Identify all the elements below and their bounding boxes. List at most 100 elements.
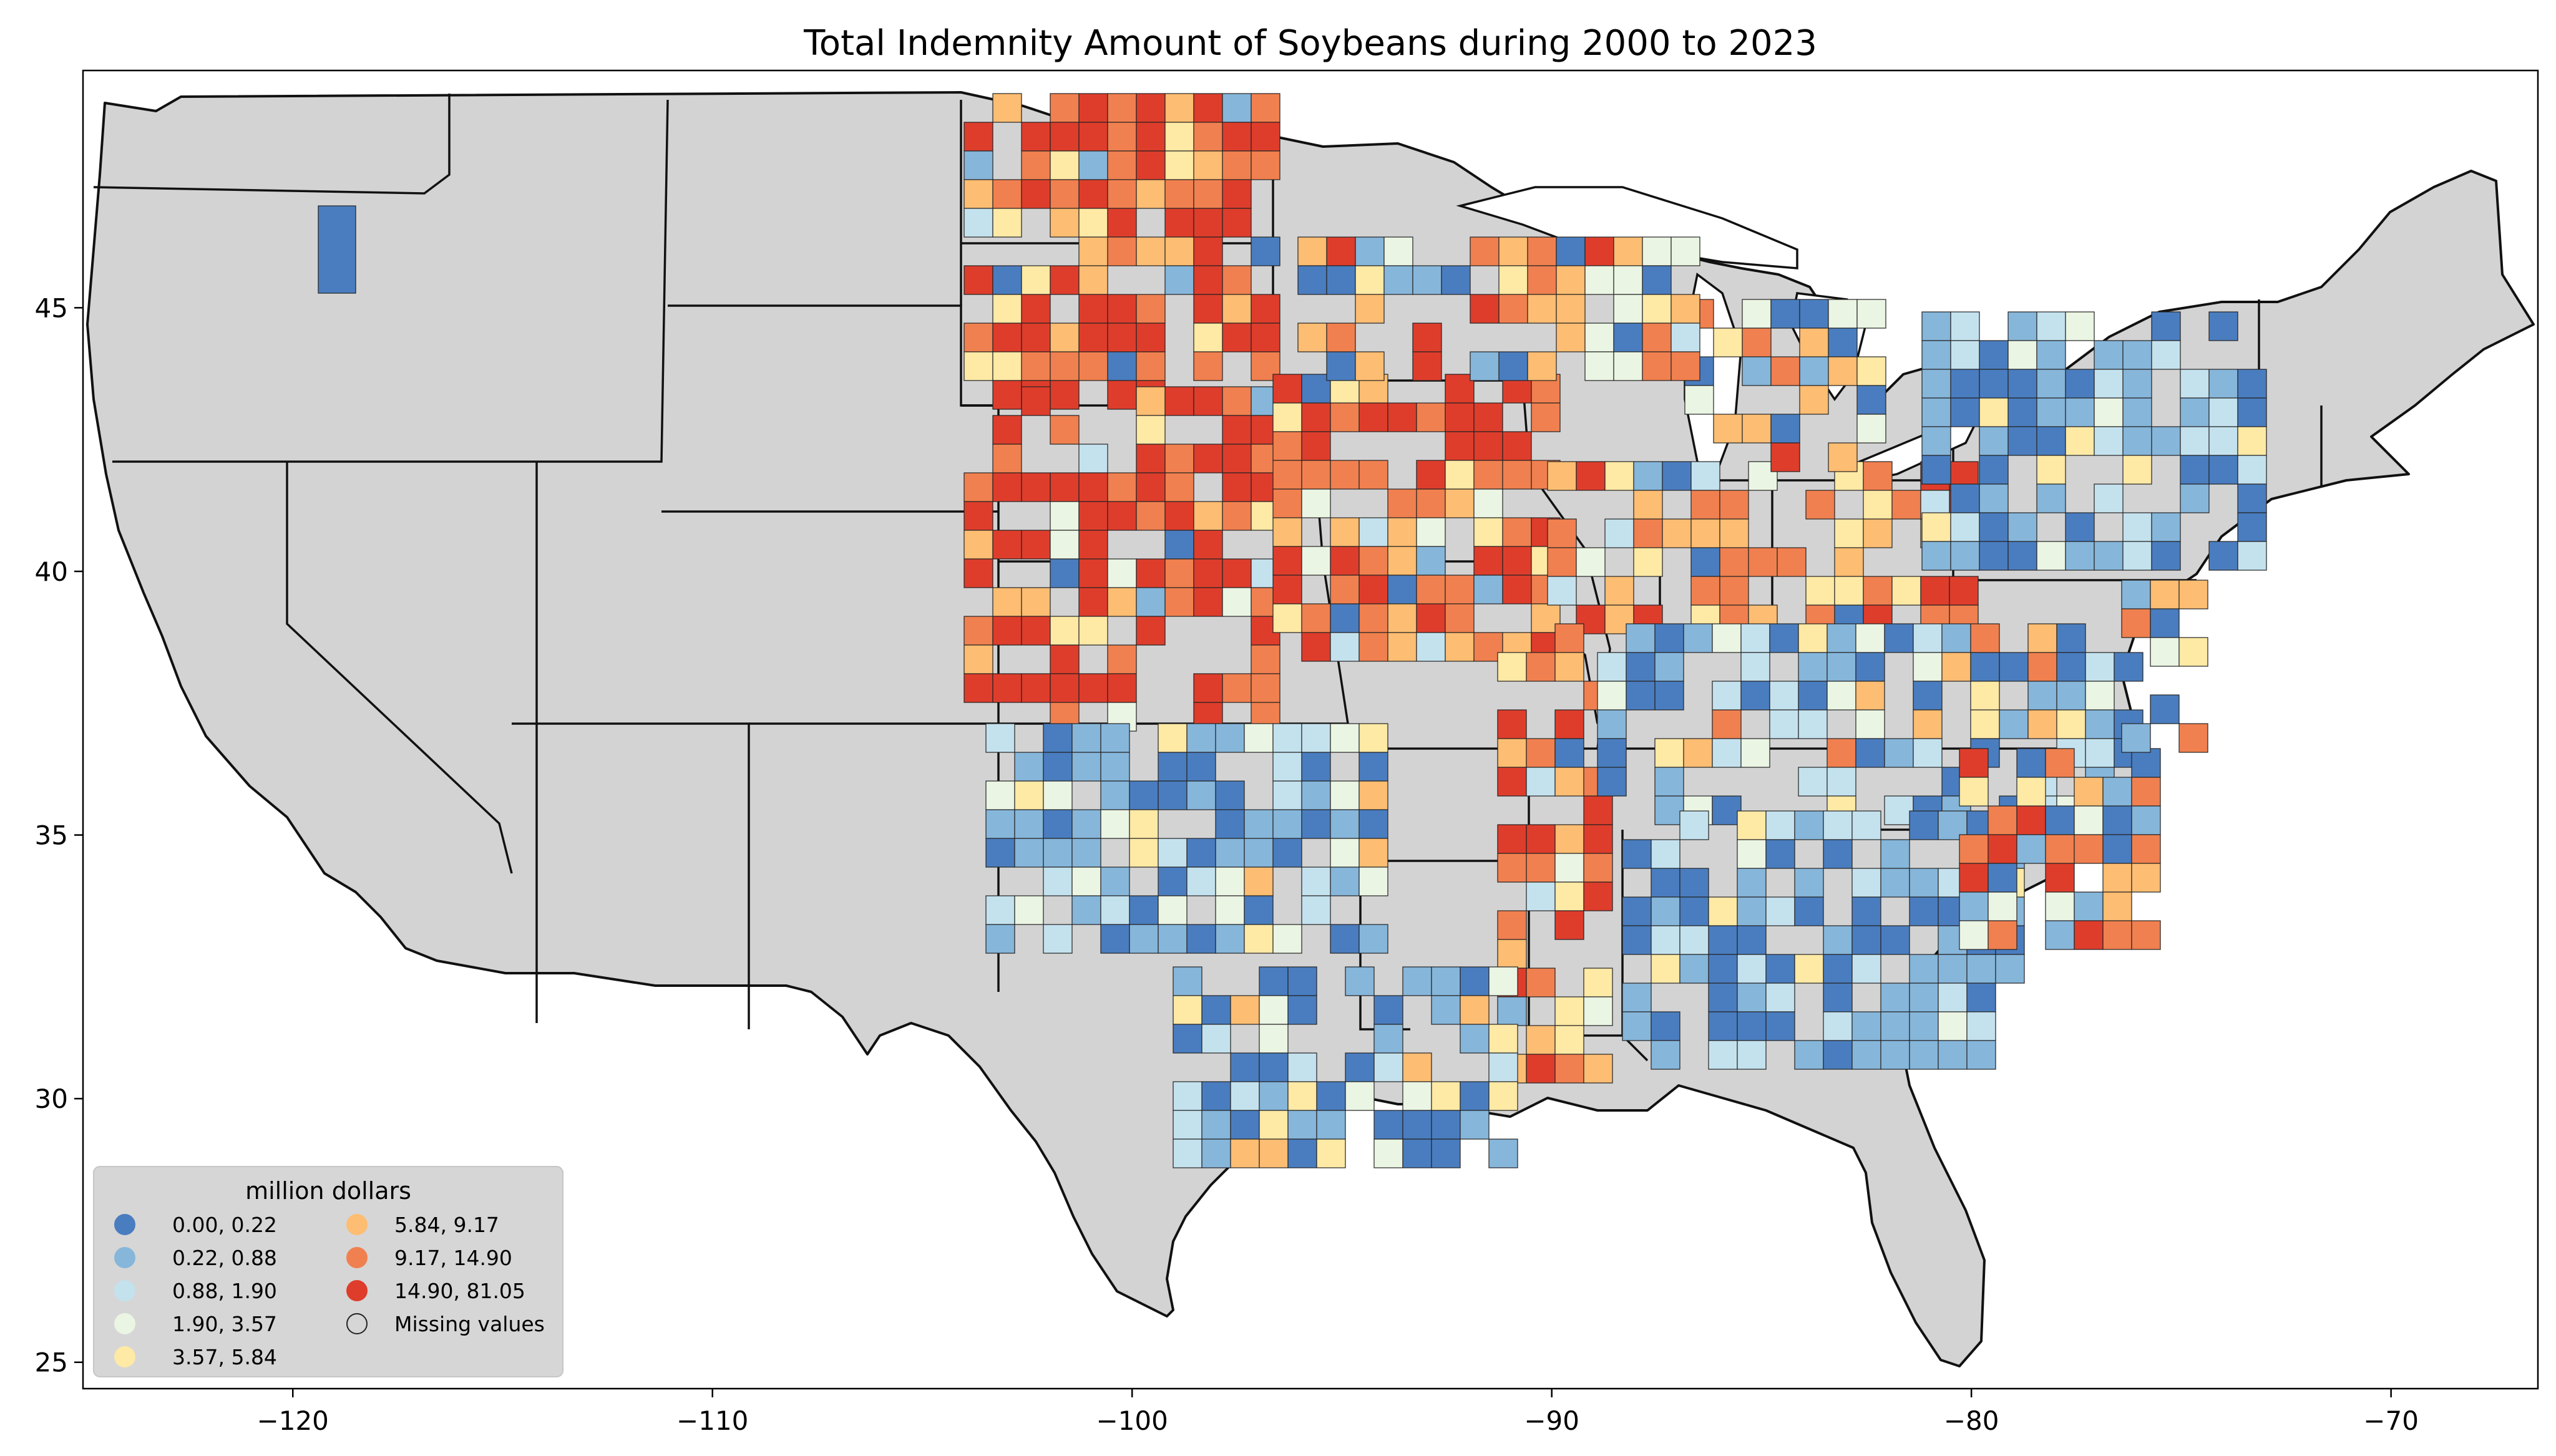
county-cell: [2180, 483, 2210, 513]
county-cell: [2122, 397, 2152, 427]
county-cell: [1851, 1011, 1881, 1041]
county-cell: [1526, 738, 1556, 768]
county-cell: [1613, 236, 1643, 266]
county-cell: [1193, 236, 1223, 266]
county-cell: [1950, 340, 1980, 370]
county-cell: [1642, 323, 1672, 352]
county-cell: [1497, 709, 1527, 739]
county-cell: [1460, 995, 1490, 1025]
county-cell: [1100, 809, 1130, 839]
county-cell: [1050, 501, 1080, 531]
county-cell: [2036, 483, 2066, 513]
county-cell: [1798, 767, 1828, 797]
county-cell: [1497, 853, 1527, 883]
county-cell: [1794, 896, 1824, 926]
county-cell: [992, 415, 1022, 445]
county-cell: [1136, 616, 1166, 646]
county-cell: [1129, 838, 1159, 868]
county-cell: [1021, 386, 1051, 416]
county-cell: [1387, 488, 1417, 518]
county-cell: [2151, 426, 2181, 456]
county-cell: [2045, 920, 2075, 950]
county-cell: [1966, 1040, 1996, 1070]
county-cell: [1071, 809, 1101, 839]
county-cell: [1215, 924, 1245, 954]
county-cell: [2178, 723, 2208, 753]
county-cell: [1855, 681, 1885, 711]
county-cell: [1330, 402, 1360, 432]
county-cell: [1330, 517, 1360, 547]
county-cell: [1690, 576, 1720, 606]
county-cell: [1690, 461, 1720, 491]
county-cell: [1909, 1040, 1939, 1070]
county-cell: [1834, 547, 1864, 577]
county-cell: [1966, 954, 1996, 984]
county-cell: [1402, 1081, 1432, 1111]
county-cell: [1988, 834, 2017, 864]
county-cell: [1358, 780, 1388, 810]
county-cell: [1913, 623, 1943, 653]
county-cell: [1979, 397, 2009, 427]
county-cell: [1215, 838, 1245, 868]
county-cell: [2178, 580, 2208, 609]
county-cell: [1502, 431, 1532, 461]
county-cell: [1355, 265, 1385, 295]
county-cell: [1445, 431, 1475, 461]
county-cell: [1654, 681, 1684, 711]
y-tick-label: 45: [35, 293, 68, 323]
county-cell: [1326, 265, 1356, 295]
county-cell: [1326, 323, 1356, 352]
county-cell: [1164, 122, 1194, 152]
county-cell: [963, 501, 993, 531]
county-cell: [1129, 780, 1159, 810]
county-cell: [1855, 623, 1885, 653]
county-cell: [1071, 838, 1101, 868]
county-cell: [1230, 1052, 1260, 1082]
legend-box: [93, 1166, 563, 1377]
county-cell: [1856, 385, 1886, 415]
county-cell: [1222, 472, 1252, 502]
county-cell: [1770, 442, 1800, 472]
county-cell: [1938, 954, 1968, 984]
county-cell: [1100, 866, 1130, 896]
county-cell: [1712, 795, 1742, 825]
county-cell: [2180, 397, 2210, 427]
county-cell: [1823, 954, 1853, 984]
county-cell: [1272, 838, 1302, 868]
county-cell: [1473, 546, 1503, 576]
county-cell: [1769, 681, 1799, 711]
county-cell: [1526, 652, 1556, 682]
county-cell: [1805, 576, 1835, 606]
county-cell: [1769, 623, 1799, 653]
county-cell: [1690, 518, 1720, 548]
county-cell: [1737, 925, 1767, 955]
county-cell: [1416, 517, 1446, 547]
county-cell: [2237, 541, 2267, 571]
county-cell: [1136, 294, 1166, 324]
county-cell: [2094, 369, 2124, 399]
county-cell: [1798, 709, 1828, 739]
county-cell: [1330, 866, 1360, 896]
county-cell: [1823, 925, 1853, 955]
county-cell: [1078, 323, 1108, 352]
county-cell: [1950, 512, 1980, 542]
county-cell: [1107, 179, 1137, 209]
legend-title: million dollars: [245, 1177, 411, 1205]
county-cell: [1851, 896, 1881, 926]
county-cell: [1651, 1011, 1680, 1041]
county-cell: [1827, 767, 1856, 797]
county-cell: [1251, 673, 1280, 703]
county-cell: [1794, 868, 1824, 898]
county-cell: [2102, 891, 2132, 921]
county-cell: [1794, 810, 1824, 840]
county-cell: [1186, 924, 1216, 954]
county-cell: [1230, 995, 1260, 1025]
county-cell: [1326, 236, 1356, 266]
county-cell: [1100, 723, 1130, 753]
y-tick-label: 30: [35, 1084, 68, 1114]
county-cell: [1416, 546, 1446, 576]
county-cell: [1107, 472, 1137, 502]
county-cell: [1556, 294, 1586, 324]
legend-marker: [114, 1247, 135, 1268]
county-cell: [1488, 1024, 1518, 1054]
